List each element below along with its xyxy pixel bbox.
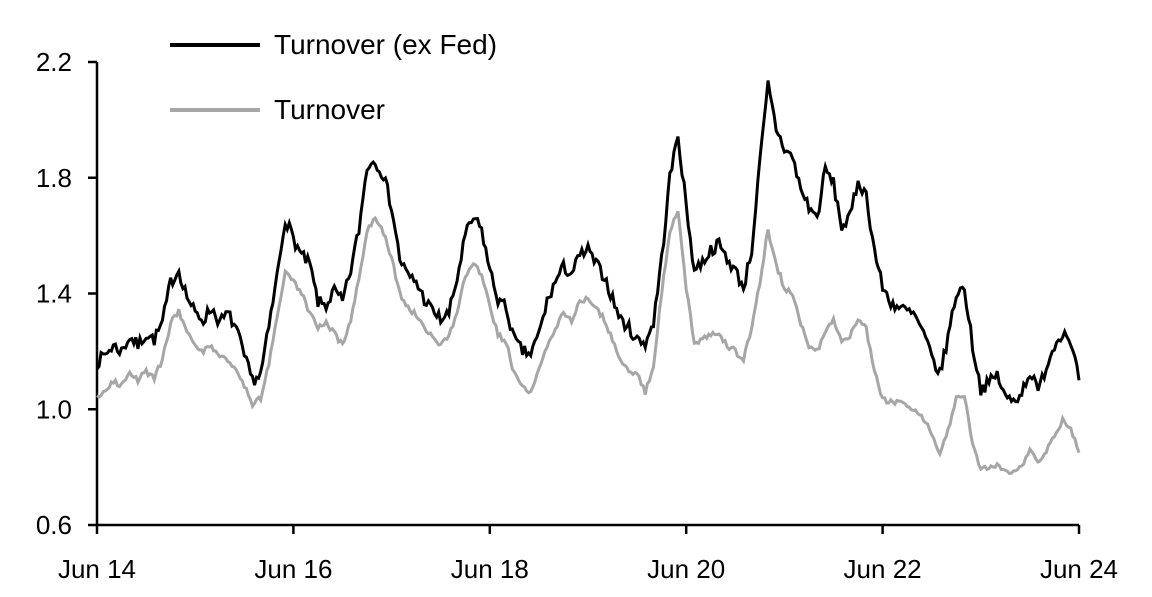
legend: Turnover (ex Fed) Turnover <box>170 26 497 129</box>
black-line-swatch-icon <box>170 43 260 47</box>
y-tick-label: 0.6 <box>36 510 72 540</box>
legend-item-turnover: Turnover <box>170 91 497 129</box>
series-line-turnover-ex-fed <box>95 80 1081 405</box>
y-tick-label: 1.8 <box>36 163 72 193</box>
gray-line-swatch-icon <box>170 108 260 112</box>
x-tick-label: Jun 14 <box>58 554 136 584</box>
legend-label-turnover-ex-fed: Turnover (ex Fed) <box>274 29 498 60</box>
legend-item-turnover-ex-fed: Turnover (ex Fed) <box>170 26 497 64</box>
x-tick-label: Jun 22 <box>844 554 922 584</box>
y-tick-label: 1.4 <box>36 279 72 309</box>
x-tick-label: Jun 18 <box>451 554 529 584</box>
y-tick-label: 2.2 <box>36 47 72 77</box>
axis-lines <box>95 62 1079 527</box>
x-tick-label: Jun 24 <box>1040 554 1118 584</box>
x-tick-label: Jun 16 <box>254 554 332 584</box>
y-tick-label: 1.0 <box>36 394 72 424</box>
legend-label-turnover: Turnover <box>274 94 386 125</box>
x-tick-label: Jun 20 <box>647 554 725 584</box>
series-line-turnover <box>96 210 1081 476</box>
